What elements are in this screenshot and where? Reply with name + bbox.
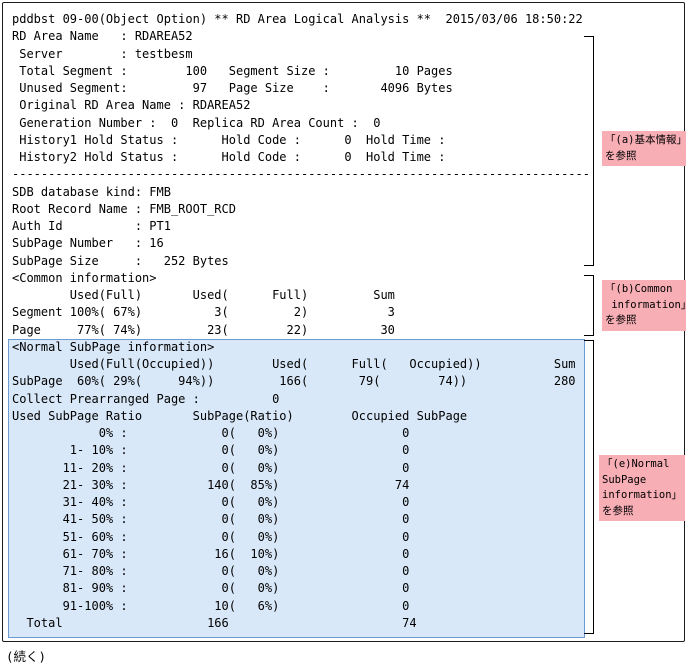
- annotation-line: を参照: [605, 314, 637, 326]
- annotation-line: 「(e)Normal: [602, 458, 670, 470]
- section-bracket-basic-info: [584, 36, 594, 266]
- annotation-line: information」: [605, 298, 687, 311]
- history1-line: History1 Hold Status : Hold Code : 0 Hol…: [12, 132, 446, 147]
- subpage-size-line: SubPage Size : 252 Bytes: [12, 253, 229, 268]
- history2-line: History2 Hold Status : Hold Code : 0 Hol…: [12, 150, 446, 164]
- ratio-row-0: 0% : 0( 0%) 0: [12, 426, 410, 440]
- separator-line: ----------------------------------------…: [12, 167, 590, 182]
- annotation-line: 「(a)基本情報」: [605, 134, 687, 146]
- ratio-row-1-10: 1- 10% : 0( 0%) 0: [12, 443, 410, 458]
- normal-subpage-header: <Normal SubPage information>: [12, 339, 215, 354]
- ratio-row-21-30: 21- 30% : 140( 85%) 74: [12, 477, 410, 492]
- server-line: Server : testbesm: [12, 46, 193, 61]
- section-bracket-common-info: [584, 275, 594, 336]
- subpage-number-line: SubPage Number : 16: [12, 236, 164, 251]
- report-title-line: pddbst 09-00(Object Option) ** RD Area L…: [12, 12, 583, 26]
- subpage-cols-line: Used(Full(Occupied)) Used( Full( Occupie…: [12, 357, 576, 371]
- ratio-table-header: Used SubPage Ratio SubPage(Ratio) Occupi…: [12, 408, 468, 423]
- annotation-line: を参照: [602, 504, 634, 517]
- ratio-row-81-90: 81- 90% : 0( 0%) 0: [12, 581, 410, 596]
- annotation-normal-subpage: 「(e)Normal SubPage information」 を参照: [599, 455, 685, 521]
- original-rd-area-line: Original RD Area Name : RDAREA52: [12, 98, 251, 113]
- page-row: Page 77%( 74%) 23( 22) 30: [12, 322, 395, 337]
- ratio-row-71-80: 71- 80% : 0( 0%) 0: [12, 564, 410, 578]
- ratio-row-61-70: 61- 70% : 16( 10%) 0: [12, 546, 410, 561]
- annotation-line: 「(b)Common: [605, 283, 673, 295]
- root-record-line: Root Record Name : FMB_ROOT_RCD: [12, 201, 236, 216]
- generation-number-line: Generation Number : 0 Replica RD Area Co…: [12, 115, 381, 130]
- segment-row: Segment 100%( 67%) 3( 2) 3: [12, 305, 395, 320]
- rd-area-name-line: RD Area Name : RDAREA52: [12, 29, 193, 44]
- subpage-row: SubPage 60%( 29%( 94%)) 166( 79( 74)) 28…: [12, 374, 576, 389]
- collect-prearranged-line: Collect Prearranged Page : 0: [12, 391, 280, 406]
- ratio-row-31-40: 31- 40% : 0( 0%) 0: [12, 495, 410, 509]
- annotation-line: を参照: [605, 149, 637, 162]
- section-bracket-normal-subpage: [584, 340, 594, 634]
- annotation-line: SubPage: [602, 473, 647, 486]
- normal-subpage-highlight: [8, 339, 585, 638]
- ratio-row-11-20: 11- 20% : 0( 0%) 0: [12, 460, 410, 475]
- sdb-kind-line: SDB database kind: FMB: [12, 184, 171, 199]
- annotation-common-info: 「(b)Common information」 を参照: [602, 280, 687, 331]
- total-segment-line: Total Segment : 100 Segment Size : 10 Pa…: [12, 63, 453, 78]
- ratio-row-91-100: 91-100% : 10( 6%) 0: [12, 598, 410, 613]
- ratio-row-51-60: 51- 60% : 0( 0%) 0: [12, 529, 410, 544]
- ratio-row-41-50: 41- 50% : 0( 0%) 0: [12, 512, 410, 527]
- annotation-line: information」: [602, 489, 683, 501]
- unused-segment-line: Unused Segment: 97 Page Size : 4096 Byte…: [12, 81, 453, 95]
- common-cols-line: Used(Full) Used( Full) Sum: [12, 288, 395, 302]
- continued-label: (続く): [6, 649, 47, 664]
- annotation-basic-info: 「(a)基本情報」 を参照: [602, 131, 687, 166]
- common-info-header: <Common information>: [12, 270, 157, 285]
- auth-id-line: Auth Id : PT1: [12, 219, 171, 233]
- pddbst-report-text: pddbst 09-00(Object Option) ** RD Area L…: [12, 11, 590, 632]
- ratio-total-row: Total 166 74: [12, 615, 417, 630]
